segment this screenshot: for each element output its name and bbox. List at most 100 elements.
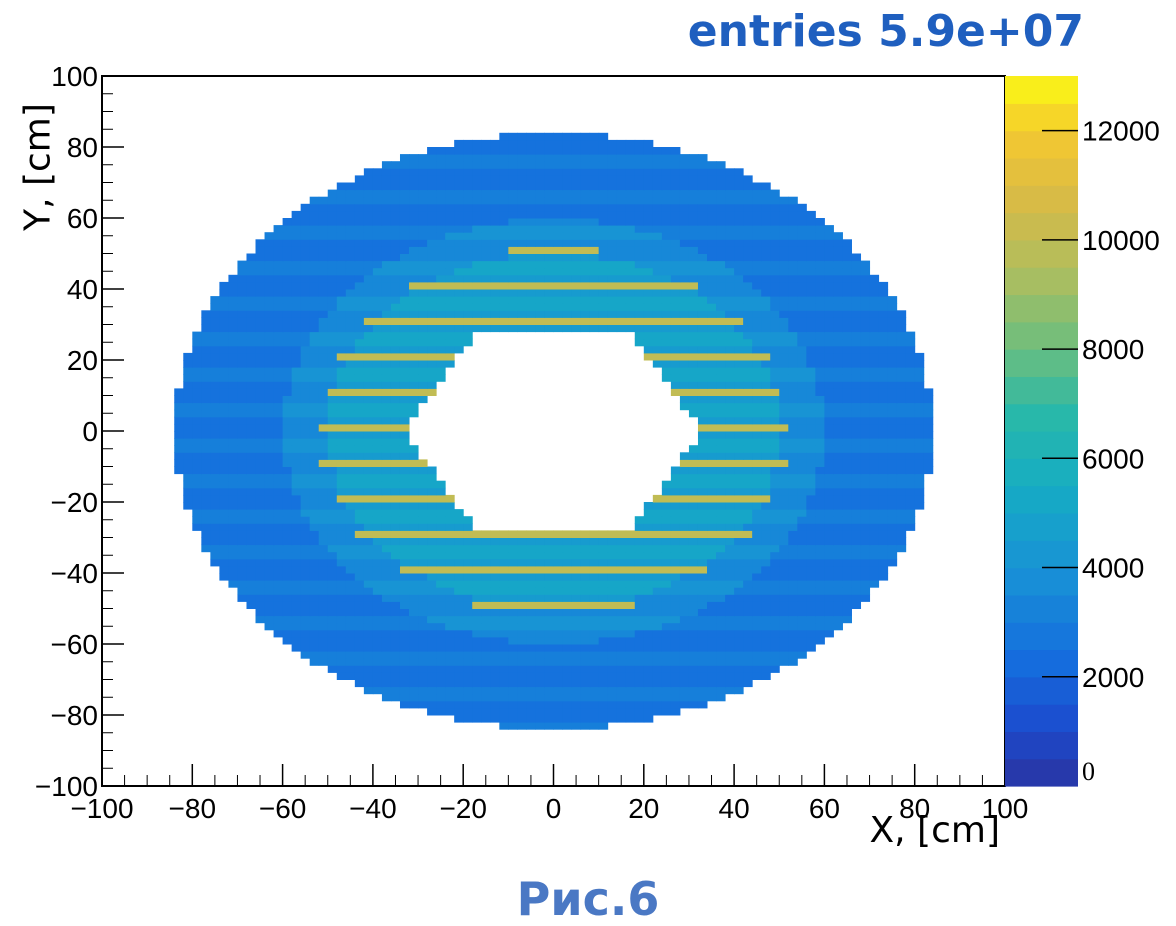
heatmap-cell: [445, 530, 455, 538]
heatmap-cell: [336, 509, 347, 517]
heatmap-cell: [788, 303, 798, 311]
heatmap-cell: [887, 473, 898, 482]
heatmap-cell: [661, 218, 672, 226]
heatmap-cell: [878, 523, 889, 531]
heatmap-cell: [625, 537, 636, 546]
heatmap-cell: [409, 182, 419, 191]
heatmap-cell: [670, 629, 681, 638]
heatmap-cell: [779, 551, 789, 560]
heatmap-cell: [219, 331, 229, 340]
heatmap-cell: [580, 672, 591, 680]
heatmap-cell: [571, 587, 582, 595]
heatmap-cell: [363, 409, 374, 418]
heatmap-cell: [219, 431, 229, 439]
heatmap-cell: [761, 374, 771, 382]
heatmap-cell: [237, 289, 247, 297]
heatmap-cell: [670, 239, 681, 247]
heatmap-cell: [815, 487, 825, 496]
heatmap-cell: [562, 210, 573, 219]
heatmap-cell: [409, 203, 419, 212]
heatmap-cell: [255, 423, 266, 432]
heatmap-cell: [679, 345, 690, 354]
heatmap-cell: [697, 246, 708, 254]
heatmap-cell: [427, 345, 437, 354]
heatmap-cell: [526, 161, 536, 169]
heatmap-cell: [779, 239, 789, 247]
heatmap-cell: [454, 715, 464, 723]
heatmap-cell: [282, 324, 293, 333]
heatmap-cell: [562, 700, 573, 709]
heatmap-cell: [282, 352, 293, 361]
heatmap-cell: [327, 608, 338, 617]
heatmap-cell: [445, 161, 455, 169]
heatmap-cell: [210, 409, 220, 418]
heatmap-cell: [716, 246, 726, 254]
heatmap-cell: [580, 317, 591, 325]
heatmap-cell: [824, 516, 834, 524]
heatmap-cell: [390, 636, 401, 645]
heatmap-cell: [752, 388, 762, 396]
heatmap-cell: [607, 246, 618, 254]
heatmap-cell: [571, 274, 582, 283]
heatmap-cell: [734, 175, 744, 183]
heatmap-cell: [399, 480, 410, 489]
heatmap-cell: [679, 516, 690, 524]
heatmap-cell: [761, 196, 771, 205]
heatmap-cell: [761, 587, 771, 595]
heatmap-cell: [409, 388, 419, 396]
heatmap-cell: [697, 210, 708, 219]
heatmap-cell: [481, 565, 491, 574]
heatmap-cell: [508, 189, 518, 198]
heatmap-cell: [345, 629, 356, 638]
heatmap-cell: [255, 303, 266, 311]
heatmap-cell: [851, 409, 862, 418]
heatmap-cell: [228, 494, 238, 503]
heatmap-cell: [833, 310, 843, 318]
x-tick-label: −20: [439, 793, 487, 824]
heatmap-cell: [544, 246, 554, 254]
heatmap-cell: [354, 608, 365, 617]
heatmap-cell: [309, 267, 320, 276]
heatmap-cell: [399, 594, 410, 602]
heatmap-cell: [743, 310, 753, 318]
heatmap-cell: [499, 722, 509, 730]
heatmap-cell: [833, 232, 843, 240]
heatmap-cell: [526, 544, 536, 553]
heatmap-cell: [481, 615, 491, 624]
heatmap-cell: [427, 693, 437, 702]
heatmap-cell: [264, 381, 275, 389]
heatmap-cell: [707, 253, 717, 262]
heatmap-cell: [427, 239, 437, 247]
heatmap-cell: [409, 601, 419, 609]
heatmap-cell: [743, 473, 753, 482]
heatmap-cell: [697, 452, 708, 460]
heatmap-cell: [508, 665, 518, 673]
heatmap-cell: [661, 168, 672, 176]
heatmap-cell: [725, 289, 735, 297]
heatmap-cell: [562, 274, 573, 283]
heatmap-cell: [562, 203, 573, 212]
heatmap-cell: [905, 502, 916, 510]
heatmap-cell: [842, 267, 852, 276]
heatmap-cell: [381, 289, 392, 297]
heatmap-cell: [264, 260, 275, 269]
heatmap-cell: [851, 438, 862, 446]
heatmap-cell: [363, 601, 374, 609]
heatmap-cell: [327, 516, 338, 524]
heatmap-cell: [788, 573, 798, 581]
heatmap-cell: [833, 317, 843, 325]
heatmap-cell: [210, 331, 220, 340]
heatmap-cell: [580, 189, 591, 198]
heatmap-cell: [761, 310, 771, 318]
heatmap-cell: [345, 246, 356, 254]
heatmap-cell: [499, 203, 509, 212]
heatmap-cell: [851, 423, 862, 432]
heatmap-cell: [246, 360, 257, 368]
heatmap-cell: [246, 324, 257, 333]
heatmap-cell: [390, 182, 401, 191]
heatmap-cell: [273, 452, 284, 460]
heatmap-cell: [399, 473, 410, 482]
heatmap-cell: [255, 558, 266, 567]
heatmap-cell: [679, 246, 690, 254]
heatmap-cell: [490, 303, 500, 311]
